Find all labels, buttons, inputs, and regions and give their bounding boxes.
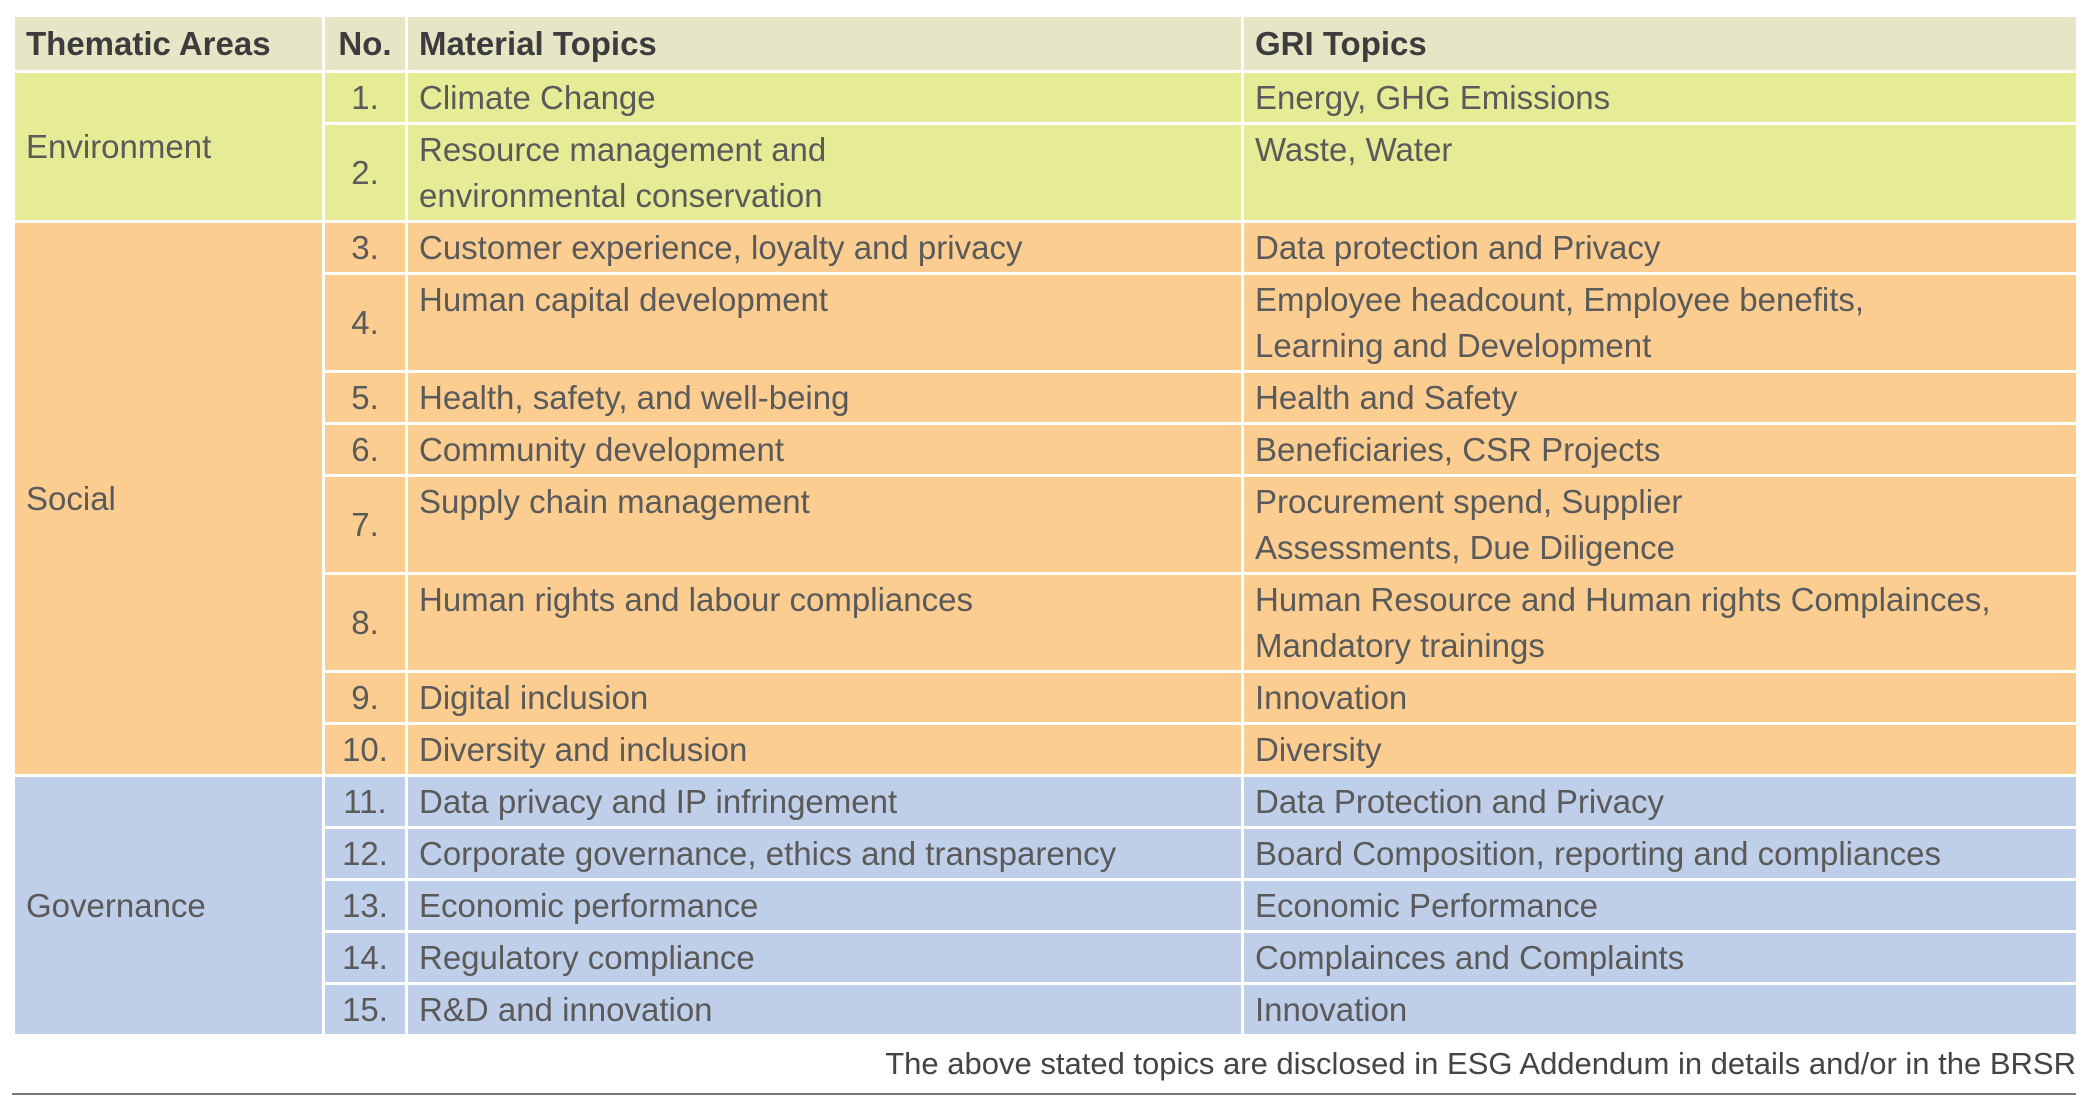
row-number: 8.	[322, 572, 408, 673]
row-number: 9.	[322, 670, 408, 725]
material-topic: Supply chain management	[405, 474, 1244, 575]
material-topic: Corporate governance, ethics and transpa…	[405, 826, 1244, 881]
area-governance: Governance	[12, 774, 325, 1037]
material-topic: Regulatory compliance	[405, 930, 1244, 985]
gri-topic: Data Protection and Privacy	[1241, 774, 2079, 829]
row-number: 4.	[322, 272, 408, 373]
material-topic: Resource management and environmental con…	[405, 122, 1244, 223]
area-environment: Environment	[12, 70, 325, 223]
material-topic: Economic performance	[405, 878, 1244, 933]
gri-topic: Innovation	[1241, 670, 2079, 725]
header-no: No.	[322, 14, 408, 73]
gri-topic: Energy, GHG Emissions	[1241, 70, 2079, 125]
table-row: 12. Corporate governance, ethics and tra…	[14, 826, 2079, 881]
table-row: Governance 11. Data privacy and IP infri…	[12, 774, 2079, 1037]
table-row: 8. Human rights and labour compliances H…	[14, 572, 2079, 673]
gri-topic: Waste, Water	[1241, 122, 2079, 223]
material-topic: R&D and innovation	[405, 982, 1244, 1037]
table-row: Social 3. Customer experience, loyalty a…	[12, 220, 2079, 777]
gri-topic: Beneficiaries, CSR Projects	[1241, 422, 2079, 477]
row-number: 1.	[322, 70, 408, 125]
gri-topic: Economic Performance	[1241, 878, 2079, 933]
table-row: Environment 1. Climate Change Energy, GH…	[12, 70, 2079, 223]
header-thematic-areas: Thematic Areas	[12, 14, 325, 73]
material-topic: Community development	[405, 422, 1244, 477]
material-topic: Human capital development	[405, 272, 1244, 373]
table-row: 5. Health, safety, and well-being Health…	[14, 370, 2079, 425]
row-number: 12.	[322, 826, 408, 881]
bottom-divider	[12, 1093, 2076, 1095]
table-row: 15. R&D and innovation Innovation	[14, 982, 2079, 1037]
gri-topic: Data protection and Privacy	[1241, 220, 2079, 275]
row-number: 3.	[322, 220, 408, 275]
footnote: The above stated topics are disclosed in…	[885, 1046, 2076, 1081]
area-social: Social	[12, 220, 325, 777]
gri-topic: Human Resource and Human rights Complain…	[1241, 572, 2079, 673]
row-number: 11.	[322, 774, 408, 829]
table-row: 4. Human capital development Employee he…	[14, 272, 2079, 373]
header-gri-topics: GRI Topics	[1241, 14, 2079, 73]
material-topic: Health, safety, and well-being	[405, 370, 1244, 425]
table-row: 14. Regulatory compliance Complainces an…	[14, 930, 2079, 985]
table-row: 2. Resource management and environmental …	[14, 122, 2079, 223]
gri-topic: Innovation	[1241, 982, 2079, 1037]
material-topics-table: Thematic Areas No. Material Topics GRI T…	[12, 14, 2079, 1037]
row-number: 6.	[322, 422, 408, 477]
gri-topic: Procurement spend, Supplier Assessments, …	[1241, 474, 2079, 575]
header-material-topics: Material Topics	[405, 14, 1244, 73]
gri-topic: Board Composition, reporting and complia…	[1241, 826, 2079, 881]
material-topic: Climate Change	[405, 70, 1244, 125]
material-topic: Human rights and labour compliances	[405, 572, 1244, 673]
material-topic: Diversity and inclusion	[405, 722, 1244, 777]
table-row: 10. Diversity and inclusion Diversity	[14, 722, 2079, 777]
row-number: 14.	[322, 930, 408, 985]
table-row: 13. Economic performance Economic Perfor…	[14, 878, 2079, 933]
row-number: 5.	[322, 370, 408, 425]
gri-topic: Diversity	[1241, 722, 2079, 777]
material-topic: Digital inclusion	[405, 670, 1244, 725]
row-number: 7.	[322, 474, 408, 575]
material-topic: Customer experience, loyalty and privacy	[405, 220, 1244, 275]
table-row: 9. Digital inclusion Innovation	[14, 670, 2079, 725]
table-row: 6. Community development Beneficiaries, …	[14, 422, 2079, 477]
gri-topic: Employee headcount, Employee benefits, Le…	[1241, 272, 2079, 373]
gri-topic: Health and Safety	[1241, 370, 2079, 425]
row-number: 10.	[322, 722, 408, 777]
gri-topic: Complainces and Complaints	[1241, 930, 2079, 985]
row-number: 15.	[322, 982, 408, 1037]
material-topic: Data privacy and IP infringement	[405, 774, 1244, 829]
header-row: Thematic Areas No. Material Topics GRI T…	[12, 14, 2079, 73]
row-number: 2.	[322, 122, 408, 223]
table-row: 7. Supply chain management Procurement s…	[14, 474, 2079, 575]
row-number: 13.	[322, 878, 408, 933]
